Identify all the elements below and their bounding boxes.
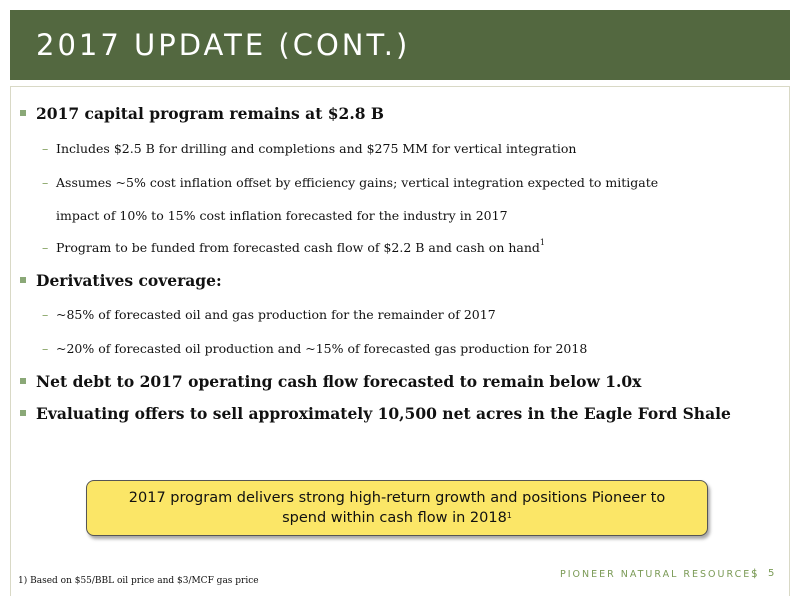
content-frame (10, 86, 790, 596)
dash-bullet-icon: – (42, 341, 49, 356)
square-bullet-icon (20, 277, 26, 283)
bullet-text: Net debt to 2017 operating cash flow for… (36, 372, 642, 391)
sub-bullet-text: Program to be funded from forecasted cas… (56, 238, 545, 255)
sub-bullet-text: Includes $2.5 B for drilling and complet… (56, 141, 577, 156)
bullet-text: Derivatives coverage: (36, 271, 222, 290)
sub-bullet-text-main: Program to be funded from forecasted cas… (56, 240, 540, 255)
dash-bullet-icon: – (42, 307, 49, 322)
footnote-marker: 1 (506, 511, 512, 520)
company-name: PIONEER NATURAL RESOURCES (560, 569, 760, 580)
footnote-marker: 1 (539, 238, 545, 247)
square-bullet-icon (20, 110, 26, 116)
callout-line-text: spend within cash flow in 2018 (282, 510, 507, 526)
callout-line: 2017 program delivers strong high-return… (128, 490, 666, 506)
page-number: 5 (768, 568, 775, 579)
sub-bullet-text: ~85% of forecasted oil and gas productio… (56, 307, 496, 322)
dash-bullet-icon: – (42, 175, 49, 190)
sub-bullet-text: Assumes ~5% cost inflation offset by eff… (56, 175, 659, 190)
callout-box: 2017 program delivers strong high-return… (86, 480, 708, 536)
footnote: 1) Based on $55/BBL oil price and $3/MCF… (18, 576, 259, 586)
sub-bullet-text: impact of 10% to 15% cost inflation fore… (56, 208, 508, 223)
sub-bullet-text: ~20% of forecasted oil production and ~1… (56, 341, 588, 356)
dash-bullet-icon: – (42, 240, 49, 255)
square-bullet-icon (20, 378, 26, 384)
title-bar: 2017 UPDATE (CONT.) (10, 10, 790, 80)
slide-title: 2017 UPDATE (CONT.) (36, 28, 411, 62)
bullet-text: Evaluating offers to sell approximately … (36, 404, 731, 423)
bullet-text: 2017 capital program remains at $2.8 B (36, 104, 385, 123)
callout-line: spend within cash flow in 20181 (87, 508, 707, 528)
dash-bullet-icon: – (42, 141, 49, 156)
square-bullet-icon (20, 410, 26, 416)
footer-separator: | (753, 568, 757, 579)
